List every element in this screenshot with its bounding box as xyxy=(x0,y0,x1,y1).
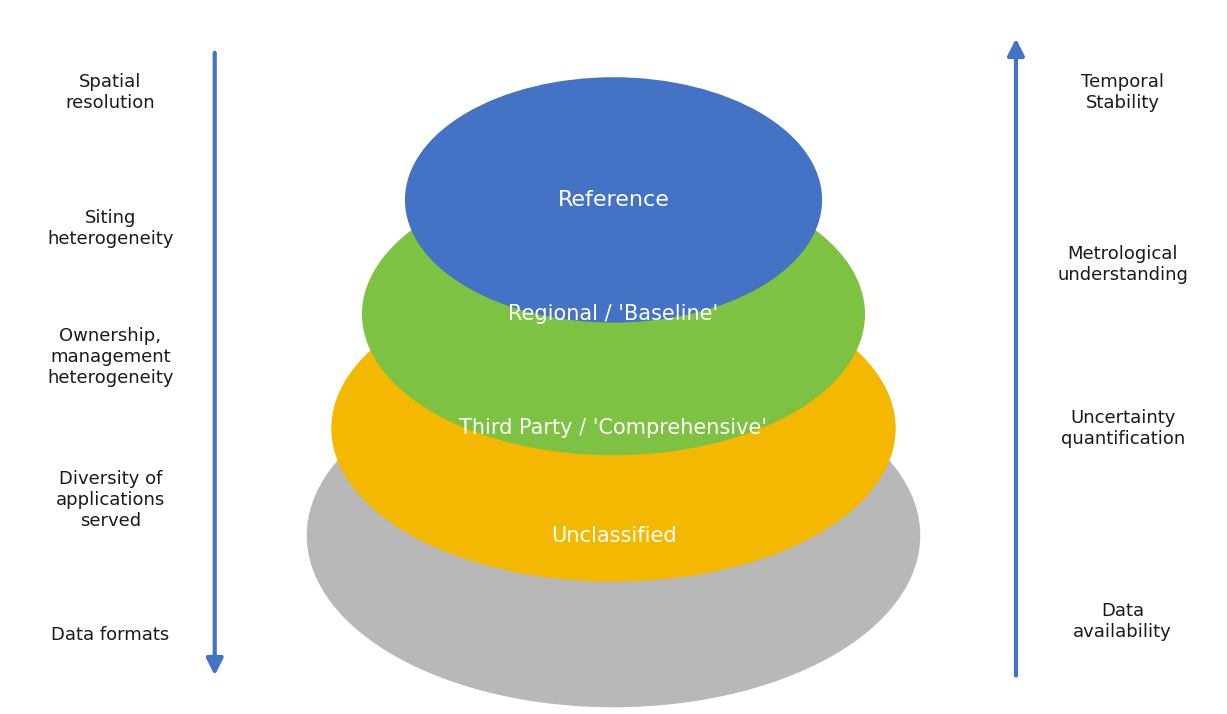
Text: Diversity of
applications
served: Diversity of applications served xyxy=(55,470,166,530)
Text: Unclassified: Unclassified xyxy=(551,526,676,545)
Text: Ownership,
management
heterogeneity: Ownership, management heterogeneity xyxy=(47,327,174,387)
Text: Third Party / 'Comprehensive': Third Party / 'Comprehensive' xyxy=(459,418,768,438)
Text: Metrological
understanding: Metrological understanding xyxy=(1058,245,1188,283)
Text: Temporal
Stability: Temporal Stability xyxy=(1081,74,1164,112)
Ellipse shape xyxy=(307,363,920,708)
Text: Data
availability: Data availability xyxy=(1074,602,1172,640)
Ellipse shape xyxy=(331,275,896,582)
Text: Regional / 'Baseline': Regional / 'Baseline' xyxy=(508,304,719,324)
Ellipse shape xyxy=(405,77,822,323)
Text: Data formats: Data formats xyxy=(52,626,169,645)
Ellipse shape xyxy=(362,173,865,456)
Text: Spatial
resolution: Spatial resolution xyxy=(65,74,156,112)
Text: Uncertainty
quantification: Uncertainty quantification xyxy=(1060,409,1185,448)
Text: Siting
heterogeneity: Siting heterogeneity xyxy=(47,209,174,248)
Text: Reference: Reference xyxy=(557,190,670,210)
